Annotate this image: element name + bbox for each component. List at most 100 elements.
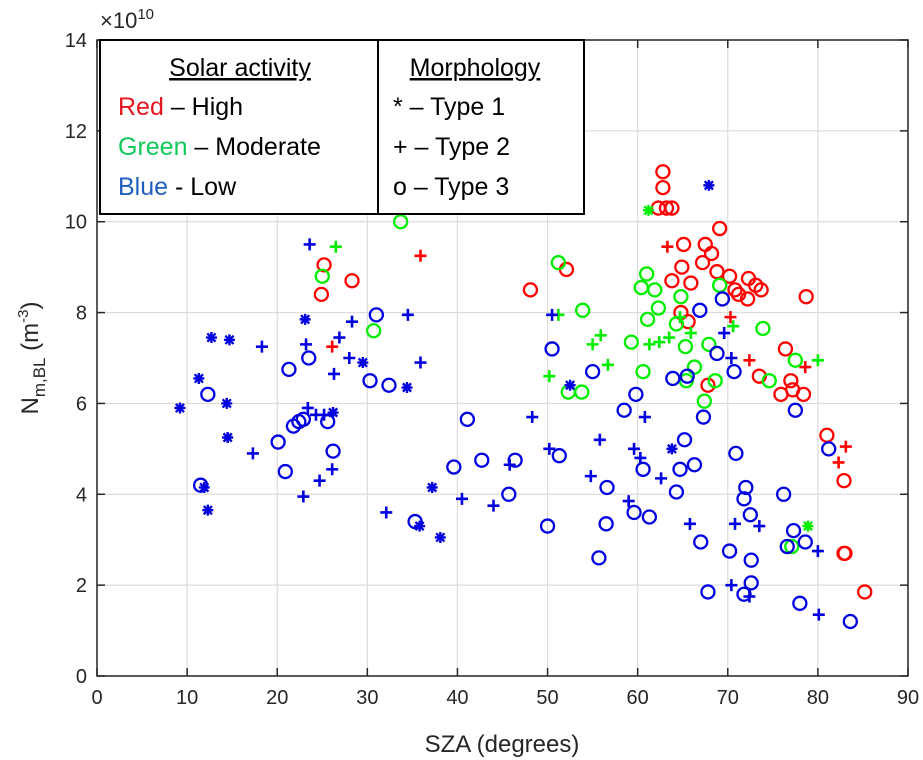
point-blue-circle: [325, 443, 341, 459]
point-blue-circle: [692, 302, 708, 318]
x-tick-label: 10: [176, 687, 198, 709]
point-blue-plus: [634, 451, 647, 464]
y-tick-label: 6: [76, 393, 87, 415]
point-blue-plus: [401, 308, 414, 321]
point-blue-circle: [368, 307, 384, 323]
point-blue-star: [198, 481, 210, 493]
point-blue-circle: [686, 457, 703, 473]
point-blue-plus: [343, 352, 356, 364]
x-tick-label: 40: [446, 687, 468, 709]
y-exponent-power: 10: [137, 6, 154, 23]
point-blue-star: [174, 402, 186, 414]
point-green-circle: [787, 352, 804, 368]
y-label-unit-pre: (m: [17, 323, 44, 358]
legend-red-level: High: [192, 93, 243, 121]
point-green-circle: [677, 338, 694, 355]
point-blue-circle: [362, 373, 378, 389]
point-blue-plus: [811, 545, 824, 558]
point-blue-circle: [743, 575, 759, 591]
legend-type3-label: Type 3: [434, 173, 509, 201]
point-green-circle: [575, 302, 591, 318]
point-blue-circle: [628, 386, 644, 402]
point-green-circle: [393, 214, 409, 230]
point-blue-circle: [544, 341, 560, 357]
point-blue-plus: [584, 470, 597, 483]
point-green-plus: [594, 329, 607, 342]
point-blue-plus: [725, 579, 738, 592]
x-tick-label: 90: [897, 687, 919, 709]
point-blue-star: [434, 531, 446, 543]
point-blue-plus: [313, 474, 326, 487]
y-tick-label: 10: [65, 212, 87, 234]
point-blue-plus: [638, 411, 651, 424]
point-blue-plus: [301, 401, 314, 414]
point-blue-circle: [672, 461, 688, 477]
point-blue-plus: [546, 308, 559, 321]
point-blue-plus: [297, 490, 310, 503]
point-blue-circle: [693, 534, 709, 550]
point-red-circle: [777, 341, 794, 357]
point-blue-plus: [303, 238, 316, 251]
point-blue-circle: [407, 513, 423, 530]
point-blue-circle: [616, 402, 632, 418]
point-blue-circle: [626, 504, 642, 521]
point-green-circle: [784, 538, 800, 555]
point-blue-plus: [346, 315, 359, 328]
point-blue-circle: [665, 370, 681, 387]
point-red-plus: [661, 240, 674, 253]
y-axis-label: Nm,BL (m-3): [15, 301, 49, 414]
axis-tick-labels: 0 10 20 30 40 50 60 70 80 90 0 2 4 6 8 10 12 14: [65, 30, 919, 709]
point-blue-plus: [628, 442, 641, 455]
point-blue-circle: [738, 479, 754, 496]
point-green-circle: [639, 266, 655, 282]
y-label-unit-post: ): [17, 301, 44, 309]
point-green-plus: [811, 354, 824, 367]
point-blue-circle: [301, 350, 317, 366]
point-blue-plus: [725, 352, 738, 364]
legend: Solar activity Morphology Red – High Gre…: [99, 39, 585, 215]
x-tick-label: 30: [356, 687, 378, 709]
point-green-circle: [550, 254, 567, 271]
point-blue-plus: [246, 447, 259, 460]
point-blue-plus: [333, 331, 346, 344]
point-blue-circle: [539, 518, 556, 534]
point-red-circle: [712, 220, 728, 237]
x-tick-label: 20: [266, 687, 288, 709]
legend-type1-sep: –: [403, 93, 430, 121]
y-label-sub: m,BL: [30, 357, 49, 397]
point-red-plus: [832, 456, 845, 469]
point-blue-star: [193, 372, 205, 384]
point-blue-plus: [655, 472, 668, 485]
legend-type3-symbol: o: [393, 173, 407, 201]
point-green-circle: [686, 359, 703, 375]
point-red-plus: [799, 361, 812, 374]
point-red-circle: [753, 282, 769, 298]
point-blue-circle: [598, 516, 614, 532]
point-blue-plus: [414, 356, 427, 369]
point-red-circle: [674, 259, 690, 275]
legend-solar-low: Blue - Low: [118, 173, 237, 201]
point-red-circle: [675, 236, 692, 253]
point-red-circle: [694, 254, 711, 271]
point-blue-star: [426, 481, 438, 493]
legend-blue-level: Low: [190, 173, 237, 201]
point-red-circle: [730, 286, 747, 303]
legend-type1-label: Type 1: [430, 93, 505, 121]
legend-green-word: Green: [118, 133, 187, 161]
point-blue-circle: [270, 434, 286, 450]
point-blue-plus: [326, 463, 339, 476]
point-blue-plus: [526, 411, 539, 424]
point-blue-star: [299, 313, 311, 325]
point-green-circle: [623, 334, 640, 350]
point-blue-plus: [327, 367, 340, 380]
point-red-circle: [721, 268, 738, 284]
y-tick-label: 12: [65, 121, 87, 143]
point-blue-star: [205, 332, 217, 344]
point-blue-circle: [635, 461, 651, 477]
legend-blue-sep: -: [168, 173, 190, 201]
legend-green-sep: –: [187, 133, 215, 161]
point-blue-plus: [683, 517, 696, 530]
point-green-circle: [635, 363, 651, 380]
point-blue-circle: [507, 452, 523, 468]
